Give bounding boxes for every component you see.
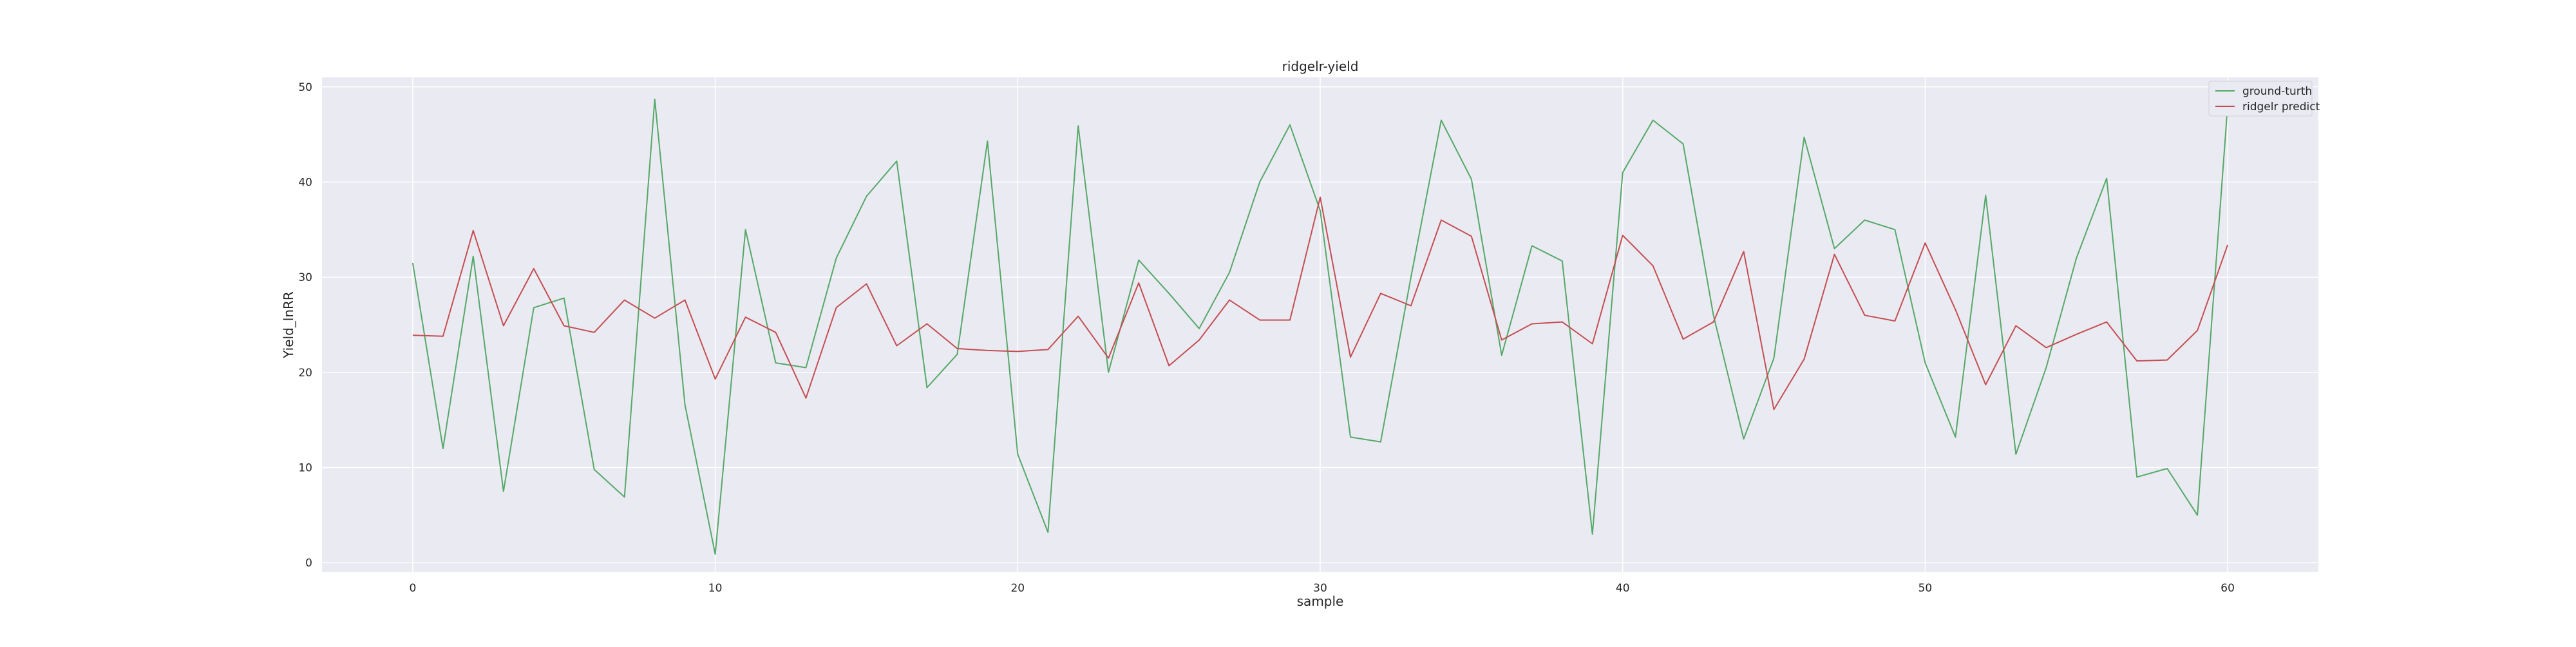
y-axis-label: Yield_lnRR xyxy=(281,291,296,359)
x-tick-label: 60 xyxy=(2221,582,2235,595)
series-line-ground-turth xyxy=(412,99,2229,555)
x-tick-label: 40 xyxy=(1616,582,1630,595)
legend-box xyxy=(2208,81,2313,117)
x-axis-label: sample xyxy=(1297,594,1344,609)
tick-labels: 0 10 20 30 40 50 60 0 10 20 30 40 50 xyxy=(298,81,2235,595)
y-tick-label: 20 xyxy=(298,367,312,380)
grid xyxy=(322,77,2318,572)
legend-label-ground-turth: ground-turth xyxy=(2242,85,2312,98)
x-tick-label: 0 xyxy=(409,582,416,595)
y-tick-label: 50 xyxy=(298,81,312,94)
series-lines xyxy=(412,99,2229,555)
legend: ground-turth ridgelr predict xyxy=(2208,81,2320,117)
x-tick-label: 20 xyxy=(1010,582,1025,595)
series-line-ridgelr-predict xyxy=(412,197,2229,410)
y-tick-label: 40 xyxy=(298,176,312,189)
x-tick-label: 50 xyxy=(1918,582,1933,595)
chart-title: ridgelr-yield xyxy=(1282,59,1359,74)
y-tick-label: 10 xyxy=(298,462,312,475)
y-tick-label: 30 xyxy=(298,271,312,284)
y-tick-label: 0 xyxy=(305,557,312,570)
legend-label-ridgelr-predict: ridgelr predict xyxy=(2242,101,2320,113)
x-tick-label: 10 xyxy=(708,582,723,595)
x-tick-label: 30 xyxy=(1313,582,1327,595)
